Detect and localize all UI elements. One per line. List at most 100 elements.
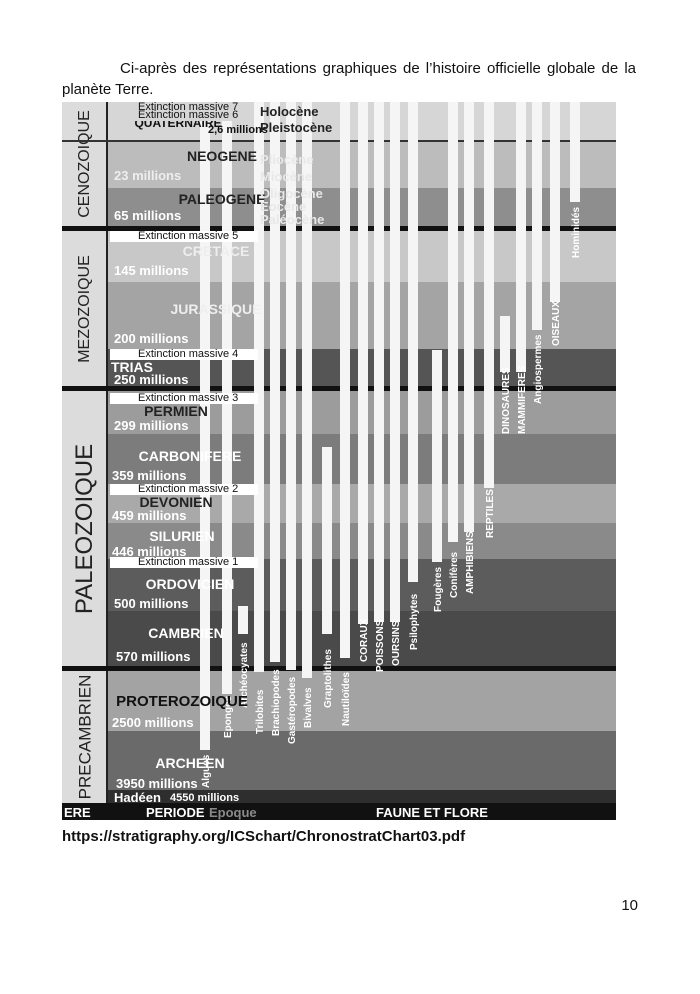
page-number: 10 (621, 897, 638, 914)
lineage-label: Gastéropodes (287, 676, 298, 744)
period-name: DEVONIEN (139, 494, 213, 510)
separator (62, 140, 616, 142)
lineage-bar (550, 102, 560, 302)
era-text: MEZOZOIQUE (76, 254, 93, 363)
epoch-label: Oligocène (260, 186, 323, 201)
lineage-bar (200, 102, 210, 750)
lineage-bar (484, 102, 494, 488)
period-band-proterozoique (108, 671, 616, 731)
lineage-bar (322, 447, 332, 634)
period-time: 570 millions (116, 649, 191, 664)
period-time: 2500 millions (112, 715, 194, 730)
period-time: 3950 millions (116, 776, 198, 791)
lineage-label: Nautiloïdes (341, 672, 352, 726)
period-name: Hadéen (114, 790, 161, 805)
lineage-bar (532, 102, 542, 330)
epoch-label: Miocène (260, 169, 313, 184)
lineage-label: Psilophytes (409, 593, 420, 650)
period-time: 299 millions (114, 418, 189, 433)
lineage-bar (464, 102, 474, 532)
period-time: 65 millions (114, 208, 182, 223)
period-band-archeen (108, 731, 616, 790)
lineage-bar (374, 102, 384, 622)
lineage-label: Fougères (433, 566, 444, 612)
epoch-label: Eocène (260, 199, 307, 214)
intro-paragraph: Ci-après des représentations graphiques … (62, 60, 636, 98)
extinction-7: Extinction massive 7 (110, 102, 248, 113)
lineage-label: DINOSAURES (501, 367, 512, 434)
period-name: TRIAS (111, 359, 153, 375)
lineage-bar (500, 316, 510, 372)
period-time: 459 millions (112, 508, 187, 523)
lineage-bar (358, 102, 368, 624)
epoch-label: Holocène (260, 104, 319, 119)
epoch-label: Pleistocène (260, 120, 333, 135)
lineage-bar (516, 102, 526, 372)
lineage-label: OURSINS (391, 620, 402, 666)
period-name: CAMBRIEN (148, 625, 224, 641)
period-time: 500 millions (114, 596, 189, 611)
lineage-bar (432, 350, 442, 562)
lineage-bar (340, 102, 350, 658)
period-time: 2,6 millions (208, 124, 268, 136)
epoch-label: Paléocène (260, 212, 325, 227)
era-text: CENOZOIQUE (76, 110, 93, 218)
lineage-label: AMPHIBIENS (465, 531, 476, 594)
period-time: 23 millions (114, 168, 182, 183)
lineage-label: Bivalves (303, 687, 314, 728)
lineage-label: Hominidés (571, 206, 582, 258)
epoch-label: Pliocène (260, 152, 314, 167)
footer-ere: ERE (64, 805, 91, 820)
extinction-1: Extinction massive 1 (110, 557, 258, 568)
lineage-label: REPTILES (485, 489, 496, 538)
lineage-label: Graptolithes (323, 649, 334, 708)
lineage-label: CORAUX (359, 618, 370, 662)
period-name: NEOGENE (186, 148, 257, 164)
footer-epoque: Epoque (209, 805, 257, 820)
lineage-label: Conifères (449, 551, 460, 598)
era-separator (62, 666, 616, 671)
period-band-hadeen (108, 790, 616, 803)
period-name: SILURIEN (149, 528, 215, 544)
extinction-2: Extinction massive 2 (110, 484, 258, 495)
lineage-label: POISSONS (375, 619, 386, 672)
lineage-bar (570, 102, 580, 202)
extinction-5: Extinction massive 5 (110, 231, 258, 242)
era-label-cenozoique: CENOZOIQUE (62, 102, 108, 226)
lineage-bar (254, 102, 264, 672)
lineage-label: OISEAUX (551, 300, 562, 346)
footer-faune-flore: FAUNE ET FLORE (376, 805, 488, 820)
period-name: PERMIEN (144, 403, 208, 419)
lineage-bar (270, 102, 280, 662)
extinction-3: Extinction massive 3 (110, 393, 258, 404)
lineage-bar (302, 102, 312, 678)
era-column (62, 102, 108, 803)
period-time: 4550 millions (170, 792, 240, 804)
lineage-label: Angiospermes (533, 334, 544, 404)
chart-footer: ERE PERIODE Epoque FAUNE ET FLORE (62, 803, 616, 820)
lineage-bar (408, 102, 418, 582)
lineage-bar (286, 102, 296, 670)
period-time: 250 millions (114, 372, 189, 387)
period-time: 200 millions (114, 331, 189, 346)
period-name: PROTEROZOIQUE (116, 693, 248, 710)
period-name: CARBONIFERE (138, 448, 242, 464)
geologic-timescale-chart: CENOZOIQUE MEZOZOIQUE PALEOZOIQUE PRECAM… (62, 102, 616, 820)
extinction-4: Extinction massive 4 (110, 349, 258, 360)
source-link[interactable]: https://stratigraphy.org/ICSchart/Chrono… (62, 828, 466, 845)
lineage-bar (448, 102, 458, 542)
period-time: 359 millions (112, 468, 187, 483)
period-time: 446 millions (112, 544, 187, 559)
period-name: ORDOVICIEN (145, 576, 235, 592)
period-name: CRETACE (182, 243, 250, 259)
lineage-label: MAMMIFERES (517, 365, 528, 434)
era-separator (62, 386, 616, 391)
period-time: 145 millions (114, 263, 189, 278)
period-name: JURASSIQUE (170, 301, 262, 317)
era-separator (62, 226, 616, 231)
era-label-precambrien: PRECAMBRIEN (62, 671, 108, 803)
period-name: PALEOGENE (178, 191, 266, 207)
footer-periode: PERIODE (146, 805, 205, 820)
lineage-bar (238, 606, 248, 634)
extinction-6: Extinction massive 6 (110, 110, 248, 121)
